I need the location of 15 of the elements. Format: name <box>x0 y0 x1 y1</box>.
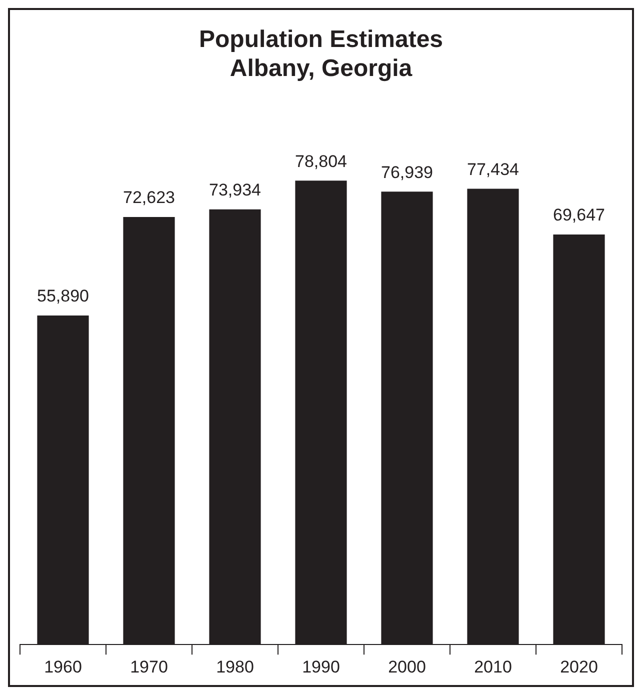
x-tick-label: 1970 <box>130 657 168 676</box>
chart-title: Population Estimates Albany, Georgia <box>198 26 444 82</box>
data-label: 72,623 <box>123 188 175 208</box>
data-label: 76,939 <box>381 162 433 182</box>
data-label: 73,934 <box>209 180 261 200</box>
x-tick-label: 2020 <box>560 657 598 676</box>
data-label: 69,647 <box>553 206 605 225</box>
x-tick-label: 2000 <box>388 657 426 676</box>
x-tick-label: 1980 <box>216 657 254 676</box>
data-label: 78,804 <box>295 152 347 171</box>
x-tick-label: 1960 <box>44 657 82 676</box>
data-label: 77,434 <box>467 160 519 179</box>
x-tick-label: 1990 <box>302 657 340 676</box>
data-label: 55,890 <box>37 286 89 306</box>
x-tick-label: 2010 <box>474 657 512 676</box>
